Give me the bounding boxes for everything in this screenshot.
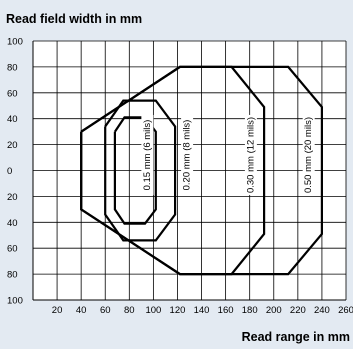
series-line-1 <box>113 116 157 225</box>
x-tick-label: 260 <box>338 305 353 316</box>
zone-labels: 0.15 mm (6 mils) 0.20 mm (8 mils) 0.30 mm … <box>141 114 315 195</box>
y-tick-label: 20 <box>7 192 18 203</box>
series-line-4 <box>80 65 323 276</box>
y-tick-label: 20 <box>7 140 18 151</box>
x-tick-label: 160 <box>218 305 234 316</box>
zone-label-1: 0.15 mm (6 mils) <box>142 120 153 191</box>
zone-label-bg <box>181 114 194 195</box>
x-tick-label: 60 <box>100 305 111 316</box>
x-tick-label: 40 <box>76 305 87 316</box>
y-tick-label: 80 <box>7 62 18 73</box>
y-tick-label: 0 <box>7 166 12 177</box>
zone-label-3: 0.30 mm (12 mils) <box>245 117 256 193</box>
x-tick-label: 100 <box>145 305 161 316</box>
x-tick-label: 240 <box>314 305 330 316</box>
zone-label-bg <box>244 114 257 195</box>
x-tick-label: 20 <box>52 305 63 316</box>
y-tick-label: 60 <box>7 88 18 99</box>
zone-label-4: 0.50 mm (20 mils) <box>303 117 314 193</box>
series-line-2 <box>104 99 177 242</box>
series-group <box>80 65 323 276</box>
zone-label-bg <box>302 114 315 195</box>
x-tick-label: 120 <box>170 305 186 316</box>
y-tick-label: 40 <box>7 218 18 229</box>
y-tick-label: 80 <box>7 270 18 281</box>
x-tick-label: 200 <box>266 305 282 316</box>
x-tick-label: 140 <box>194 305 210 316</box>
zone-label-bg <box>141 114 154 195</box>
zone-label-2: 0.20 mm (8 mils) <box>182 120 193 191</box>
x-tick-label: 180 <box>242 305 258 316</box>
x-tick-label: 80 <box>124 305 135 316</box>
x-tick-label: 220 <box>290 305 306 316</box>
x-axis-label: Read range in mm <box>241 330 350 344</box>
y-tick-label: 60 <box>7 244 18 255</box>
axes: 20 40 60 80 100 120 140 160 180 200 220 240 26010080… <box>7 37 353 317</box>
y-tick-label: 100 <box>7 37 23 48</box>
y-tick-label: 100 <box>7 296 23 307</box>
y-tick-label: 40 <box>7 114 18 125</box>
chart-title: Read field width in mm <box>6 12 143 26</box>
